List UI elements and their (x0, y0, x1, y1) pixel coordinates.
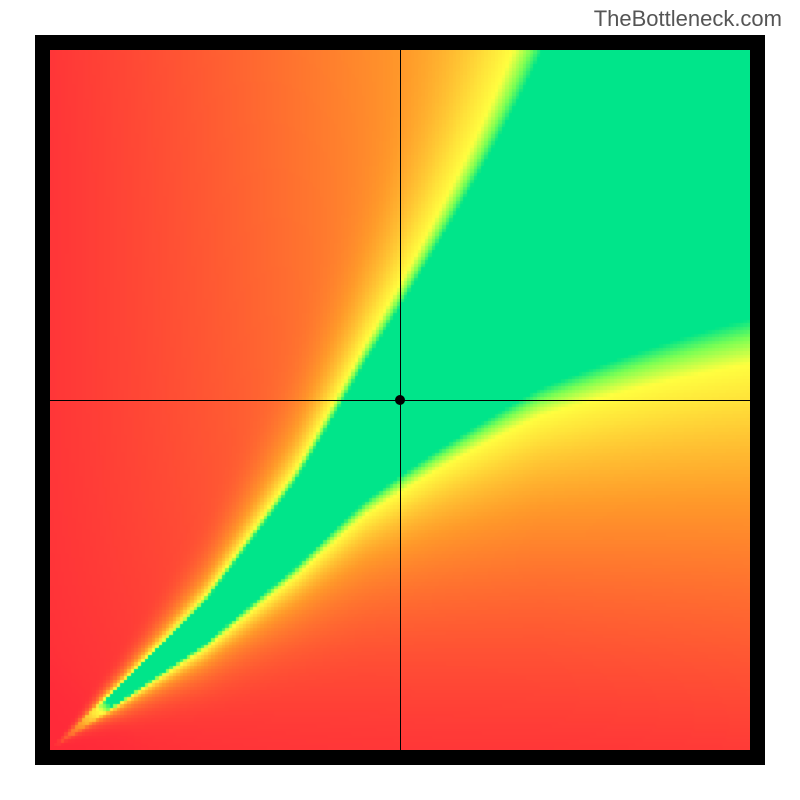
chart-frame (35, 35, 765, 765)
crosshair-marker (395, 395, 405, 405)
attribution-text: TheBottleneck.com (594, 6, 782, 32)
heatmap-plot (50, 50, 750, 750)
